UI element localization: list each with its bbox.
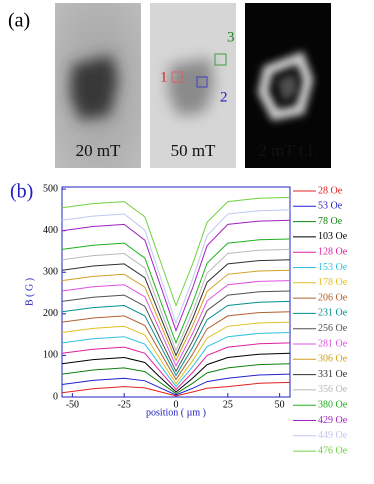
data-line xyxy=(61,363,291,395)
y-tick-label: 0 xyxy=(53,391,58,402)
data-line xyxy=(61,280,291,367)
legend-label: 476 Oe xyxy=(318,445,348,456)
legend-label: 103 Oe xyxy=(318,231,348,242)
legend-label: 231 Oe xyxy=(318,308,348,319)
data-line xyxy=(61,196,291,307)
data-line xyxy=(61,311,291,381)
data-line xyxy=(61,209,291,325)
x-axis-label: position ( µm ) xyxy=(146,407,206,418)
y-tick-label: 100 xyxy=(43,350,58,361)
region-label: 2 xyxy=(220,89,228,105)
y-tick-label: 400 xyxy=(43,225,58,236)
image-caption: 20 mT xyxy=(76,141,121,160)
legend-label: 256 Oe xyxy=(318,323,348,334)
data-line xyxy=(61,300,291,377)
legend-label: 153 Oe xyxy=(318,262,348,273)
image-caption: 2 mT t.f. xyxy=(258,141,317,160)
data-line xyxy=(61,219,291,332)
panel-label: (b) xyxy=(10,181,33,203)
x-tick-label: 0 xyxy=(174,399,179,410)
legend-label: 28 Oe xyxy=(318,185,343,196)
y-tick-label: 200 xyxy=(43,308,58,319)
legend-label: 53 Oe xyxy=(318,201,343,212)
legend-label: 380 Oe xyxy=(318,399,348,410)
image-2mt-tf xyxy=(245,3,331,168)
panel-label: (a) xyxy=(8,10,30,32)
region-label: 3 xyxy=(227,29,235,45)
x-tick-label: 50 xyxy=(275,399,285,410)
legend-label: 206 Oe xyxy=(318,292,348,303)
legend-label: 356 Oe xyxy=(318,384,348,395)
data-line xyxy=(61,269,291,362)
legend-label: 128 Oe xyxy=(318,246,348,257)
image-caption: 50 mT xyxy=(171,141,216,160)
data-line xyxy=(61,321,291,385)
x-tick-label: -25 xyxy=(118,399,131,410)
data-line xyxy=(61,381,291,397)
legend-label: 449 Oe xyxy=(318,430,348,441)
data-line xyxy=(61,290,291,373)
image-20mt xyxy=(55,3,141,168)
x-tick-label: -50 xyxy=(66,399,79,410)
x-tick-label: 25 xyxy=(223,399,233,410)
data-line xyxy=(61,352,291,393)
legend-label: 178 Oe xyxy=(318,277,348,288)
legend-label: 429 Oe xyxy=(318,415,348,426)
legend-label: 331 Oe xyxy=(318,369,348,380)
y-tick-label: 500 xyxy=(43,183,58,194)
data-line xyxy=(61,238,291,345)
data-line xyxy=(61,332,291,388)
data-line xyxy=(61,259,291,357)
y-axis-label: B ( G ) xyxy=(24,278,35,306)
image-50mt xyxy=(150,3,236,168)
legend-label: 281 Oe xyxy=(318,338,348,349)
data-line xyxy=(61,373,291,396)
region-label: 1 xyxy=(160,69,168,85)
y-tick-label: 300 xyxy=(43,267,58,278)
legend-label: 306 Oe xyxy=(318,354,348,365)
legend-label: 78 Oe xyxy=(318,216,343,227)
data-line xyxy=(61,342,291,391)
data-line xyxy=(61,248,291,352)
